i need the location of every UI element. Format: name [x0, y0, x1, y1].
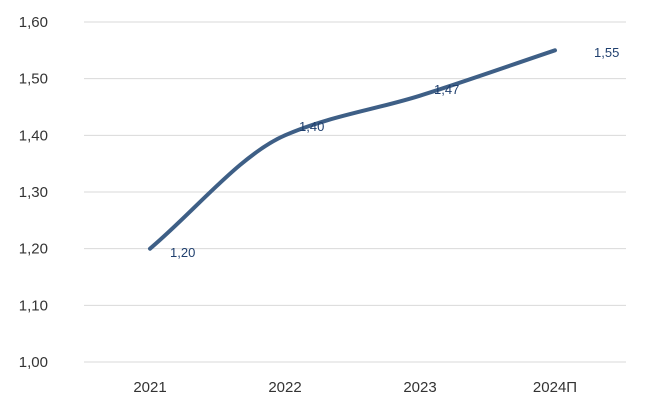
data-label: 1,40 — [299, 119, 324, 134]
data-label: 1,47 — [434, 82, 459, 97]
data-labels: 1,20 1,40 1,47 1,55 — [170, 45, 619, 260]
y-axis-tick-labels: 1,00 1,10 1,20 1,30 1,40 1,50 1,60 — [19, 14, 48, 371]
data-label: 1,20 — [170, 245, 195, 260]
x-tick-label: 2021 — [133, 379, 166, 396]
series-line — [148, 48, 557, 251]
y-tick-label: 1,10 — [19, 297, 48, 314]
x-tick-label: 2023 — [403, 379, 436, 396]
x-axis-tick-labels: 2021 2022 2023 2024П — [133, 379, 577, 396]
y-tick-label: 1,20 — [19, 241, 48, 258]
data-label: 1,55 — [594, 45, 619, 60]
x-tick-label: 2022 — [268, 379, 301, 396]
y-tick-label: 1,00 — [19, 354, 48, 371]
y-tick-label: 1,40 — [19, 127, 48, 144]
x-tick-label: 2024П — [533, 379, 577, 396]
series-lines — [148, 48, 557, 251]
y-tick-label: 1,50 — [19, 71, 48, 88]
y-tick-label: 1,60 — [19, 14, 48, 31]
grid-lines — [84, 21, 626, 363]
y-tick-label: 1,30 — [19, 184, 48, 201]
